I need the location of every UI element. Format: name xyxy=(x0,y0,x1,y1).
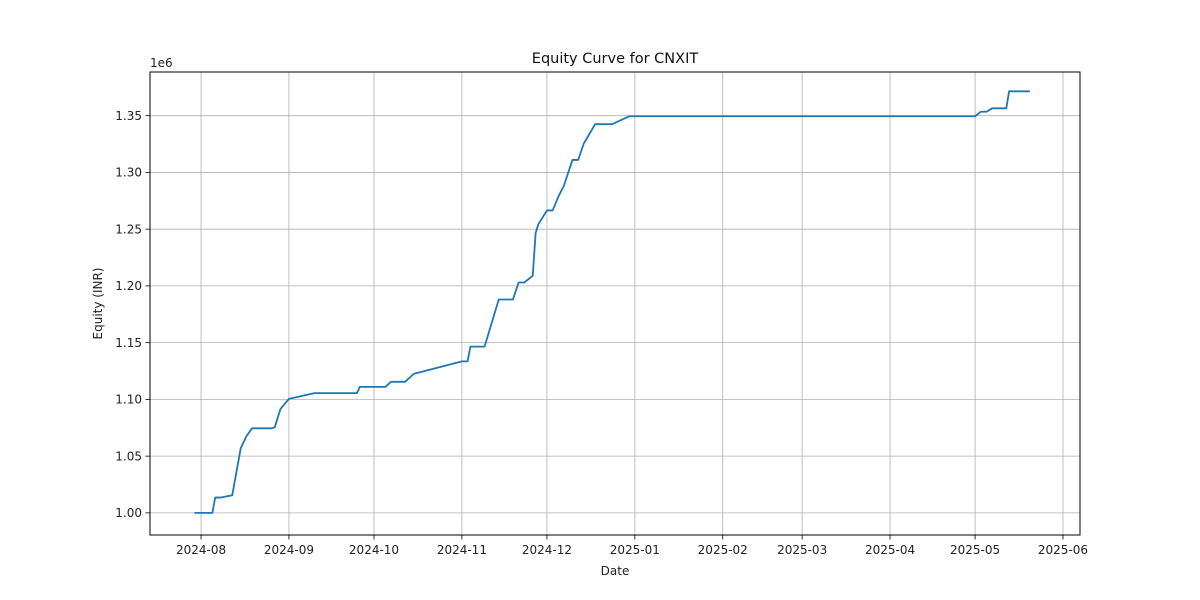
y-axis-label: Equity (INR) xyxy=(91,268,105,340)
plot-frame xyxy=(149,71,1081,536)
x-tick-label: 2024-10 xyxy=(349,543,399,557)
y-tick-label: 1.10 xyxy=(115,393,142,407)
y-tick-label: 1.35 xyxy=(115,109,142,123)
y-tick-label: 1.00 xyxy=(115,506,142,520)
y-tick-label: 1.25 xyxy=(115,222,142,236)
y-tick-label: 1.05 xyxy=(115,449,142,463)
x-tick-label: 2025-05 xyxy=(950,543,1000,557)
chart-title: Equity Curve for CNXIT xyxy=(532,51,699,67)
x-tick-label: 2025-03 xyxy=(777,543,827,557)
plot-area xyxy=(150,72,1080,535)
x-tick-label: 2025-01 xyxy=(610,543,660,557)
y-tick-label: 1.30 xyxy=(115,166,142,180)
equity-line-series-0 xyxy=(194,90,1030,514)
x-tick-label: 2025-04 xyxy=(865,543,915,557)
x-tick-label: 2024-08 xyxy=(176,543,226,557)
x-axis-label: Date xyxy=(601,564,630,578)
x-tick-label: 2025-06 xyxy=(1038,543,1088,557)
y-tick-label: 1.15 xyxy=(115,336,142,350)
y-offset-label: 1e6 xyxy=(150,56,173,70)
x-tick-label: 2025-02 xyxy=(698,543,748,557)
y-tick-label: 1.20 xyxy=(115,279,142,293)
x-tick-label: 2024-09 xyxy=(264,543,314,557)
y-axis-ticks: 1.00 1.05 1.10 1.15 1.20 1.25 1.30 1.35 xyxy=(115,109,150,520)
x-tick-label: 2024-12 xyxy=(522,543,572,557)
x-axis-ticks: 2024-08 2024-09 2024-10 2024-11 2024-12 2025-… xyxy=(176,535,1088,557)
x-tick-label: 2024-11 xyxy=(437,543,487,557)
series-layer xyxy=(194,90,1030,514)
